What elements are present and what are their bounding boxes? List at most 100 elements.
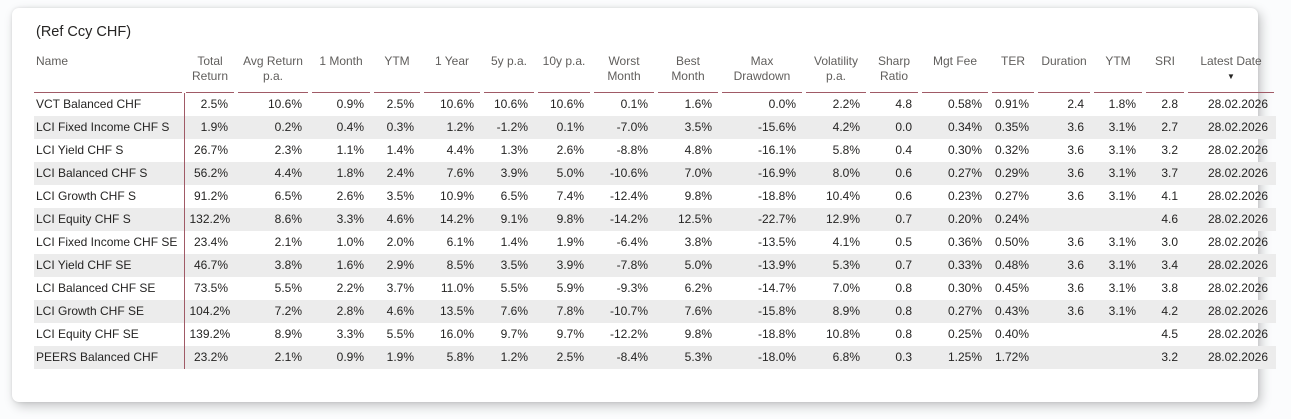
value-cell-sri[interactable]: 4.2 [1161,304,1178,318]
value-cell-best-month[interactable]: 5.0% [684,258,712,272]
value-cell-worst-month[interactable]: -10.7% [609,304,648,318]
column-header-mgt-fee[interactable]: Mgt Fee [920,52,990,93]
value-cell-worst-month[interactable]: -12.2% [609,327,648,341]
value-cell-mgt-fee[interactable]: 0.30% [947,281,982,295]
value-cell-ytm[interactable]: 4.6% [386,304,414,318]
value-cell-mgt-fee[interactable]: 0.36% [947,235,982,249]
value-cell-sri[interactable]: 3.2 [1161,350,1178,364]
value-cell-ytm-2[interactable]: 3.1% [1108,189,1136,203]
value-cell-10y-pa[interactable]: 3.9% [556,258,584,272]
value-cell-max-drawdown[interactable]: -14.7% [757,281,796,295]
value-cell-worst-month[interactable]: -8.4% [616,350,648,364]
value-cell-worst-month[interactable]: -10.6% [609,166,648,180]
value-cell-latest-date[interactable]: 28.02.2026 [1207,235,1268,249]
value-cell-1-year[interactable]: 10.9% [439,189,474,203]
value-cell-worst-month[interactable]: -12.4% [609,189,648,203]
value-cell-max-drawdown[interactable]: -18.8% [757,189,796,203]
value-cell-1-month[interactable]: 3.3% [336,212,364,226]
fund-name-cell[interactable]: LCI Equity CHF S [34,208,185,231]
value-cell-best-month[interactable]: 6.2% [684,281,712,295]
value-cell-max-drawdown[interactable]: -22.7% [757,212,796,226]
value-cell-mgt-fee[interactable]: 0.58% [947,97,982,111]
value-cell-sri[interactable]: 3.7 [1161,166,1178,180]
value-cell-10y-pa[interactable]: 9.8% [556,212,584,226]
value-cell-1-month[interactable]: 1.0% [336,235,364,249]
value-cell-avg-return-pa[interactable]: 7.2% [274,304,302,318]
column-header-ytm-2[interactable]: YTM [1092,52,1144,93]
column-header-1-month[interactable]: 1 Month [310,52,372,93]
value-cell-ytm[interactable]: 2.4% [386,166,414,180]
value-cell-5y-pa[interactable]: 1.3% [500,143,528,157]
value-cell-total-return[interactable]: 26.7% [193,143,228,157]
fund-name-cell[interactable]: LCI Yield CHF SE [34,254,185,277]
value-cell-worst-month[interactable]: -8.8% [616,143,648,157]
value-cell-ytm[interactable]: 0.3% [386,120,414,134]
value-cell-10y-pa[interactable]: 7.8% [556,304,584,318]
value-cell-total-return[interactable]: 23.4% [193,235,228,249]
value-cell-ytm-2[interactable]: 3.1% [1108,258,1136,272]
value-cell-ytm-2[interactable] [1092,346,1144,369]
value-cell-best-month[interactable]: 7.0% [684,166,712,180]
value-cell-duration[interactable] [1036,346,1092,369]
value-cell-ytm-2[interactable]: 3.1% [1108,120,1136,134]
value-cell-best-month[interactable]: 4.8% [684,143,712,157]
value-cell-1-month[interactable]: 2.6% [336,189,364,203]
value-cell-duration[interactable]: 3.6 [1067,189,1084,203]
value-cell-duration[interactable]: 2.4 [1067,97,1084,111]
value-cell-max-drawdown[interactable]: -13.9% [757,258,796,272]
value-cell-ter[interactable]: 0.48% [995,258,1030,272]
column-header-ter[interactable]: TER [990,52,1036,93]
value-cell-max-drawdown[interactable]: -15.6% [757,120,796,134]
value-cell-1-month[interactable]: 1.8% [336,166,364,180]
value-cell-ter[interactable]: 0.50% [995,235,1030,249]
value-cell-best-month[interactable]: 7.6% [684,304,712,318]
value-cell-1-year[interactable]: 10.6% [439,97,474,111]
value-cell-sharp-ratio[interactable]: 0.3 [895,350,912,364]
value-cell-sharp-ratio[interactable]: 0.8 [895,281,912,295]
value-cell-ytm-2[interactable] [1092,323,1144,346]
value-cell-1-month[interactable]: 0.4% [336,120,364,134]
value-cell-duration[interactable] [1036,323,1092,346]
value-cell-duration[interactable]: 3.6 [1067,166,1084,180]
value-cell-1-year[interactable]: 13.5% [439,304,474,318]
value-cell-volatility-pa[interactable]: 6.8% [832,350,860,364]
value-cell-1-year[interactable]: 14.2% [439,212,474,226]
fund-name-cell[interactable]: LCI Equity CHF SE [34,323,185,346]
value-cell-mgt-fee[interactable]: 0.27% [947,304,982,318]
value-cell-ter[interactable]: 0.40% [995,327,1030,341]
value-cell-10y-pa[interactable]: 2.6% [556,143,584,157]
value-cell-mgt-fee[interactable]: 0.27% [947,166,982,180]
value-cell-sri[interactable]: 2.8 [1161,97,1178,111]
value-cell-1-year[interactable]: 4.4% [446,143,474,157]
value-cell-worst-month[interactable]: -7.0% [616,120,648,134]
value-cell-sharp-ratio[interactable]: 0.6 [895,189,912,203]
value-cell-5y-pa[interactable]: 6.5% [500,189,528,203]
value-cell-ytm[interactable]: 4.6% [386,212,414,226]
value-cell-volatility-pa[interactable]: 10.8% [825,327,860,341]
value-cell-max-drawdown[interactable]: 0.0% [768,97,796,111]
value-cell-duration[interactable]: 3.6 [1067,281,1084,295]
value-cell-mgt-fee[interactable]: 0.20% [947,212,982,226]
value-cell-duration[interactable]: 3.6 [1067,235,1084,249]
value-cell-1-year[interactable]: 11.0% [440,281,474,295]
value-cell-ter[interactable]: 0.32% [995,143,1030,157]
value-cell-1-year[interactable]: 7.6% [446,166,474,180]
value-cell-ytm[interactable]: 2.0% [386,235,414,249]
value-cell-ter[interactable]: 0.45% [995,281,1030,295]
value-cell-duration[interactable]: 3.6 [1067,304,1084,318]
value-cell-sharp-ratio[interactable]: 0.5 [895,235,912,249]
value-cell-ytm[interactable]: 2.5% [386,97,414,111]
value-cell-1-month[interactable]: 1.1% [336,143,364,157]
value-cell-10y-pa[interactable]: 10.6% [549,97,584,111]
value-cell-1-month[interactable]: 1.6% [336,258,364,272]
value-cell-max-drawdown[interactable]: -16.1% [757,143,796,157]
value-cell-avg-return-pa[interactable]: 2.1% [274,235,302,249]
value-cell-mgt-fee[interactable]: 0.34% [947,120,982,134]
value-cell-sharp-ratio[interactable]: 0.8 [895,304,912,318]
value-cell-ytm[interactable]: 3.5% [386,189,414,203]
value-cell-10y-pa[interactable]: 2.5% [556,350,584,364]
value-cell-best-month[interactable]: 12.5% [677,212,712,226]
fund-name-cell[interactable]: LCI Fixed Income CHF SE [34,231,185,254]
value-cell-ter[interactable]: 0.24% [995,212,1030,226]
value-cell-ytm-2[interactable]: 3.1% [1108,143,1136,157]
